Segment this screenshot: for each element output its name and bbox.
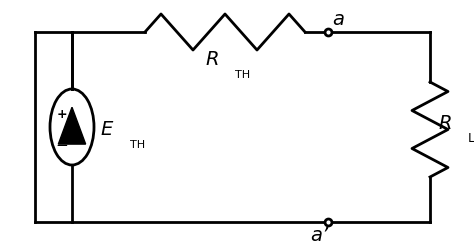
Text: a’: a’ <box>310 226 328 245</box>
Text: −: − <box>55 138 68 152</box>
Text: a: a <box>332 9 344 28</box>
Text: R: R <box>438 114 452 133</box>
Text: TH: TH <box>235 70 250 80</box>
Text: L: L <box>468 132 474 145</box>
Text: E: E <box>100 120 112 139</box>
Text: +: + <box>57 108 67 122</box>
Text: TH: TH <box>130 140 145 150</box>
Text: R: R <box>205 50 219 69</box>
Polygon shape <box>58 107 86 144</box>
